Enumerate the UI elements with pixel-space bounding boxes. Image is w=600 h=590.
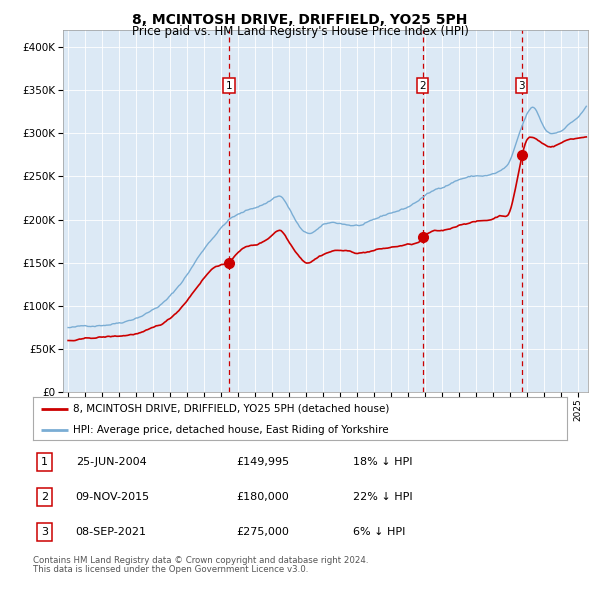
- Text: 1: 1: [226, 81, 232, 91]
- Text: 8, MCINTOSH DRIVE, DRIFFIELD, YO25 5PH (detached house): 8, MCINTOSH DRIVE, DRIFFIELD, YO25 5PH (…: [73, 404, 389, 414]
- Text: 08-SEP-2021: 08-SEP-2021: [76, 527, 147, 537]
- Text: This data is licensed under the Open Government Licence v3.0.: This data is licensed under the Open Gov…: [33, 565, 308, 574]
- Text: HPI: Average price, detached house, East Riding of Yorkshire: HPI: Average price, detached house, East…: [73, 425, 389, 435]
- Text: 3: 3: [41, 527, 48, 537]
- Text: 6% ↓ HPI: 6% ↓ HPI: [353, 527, 406, 537]
- Text: 2: 2: [419, 81, 426, 91]
- Text: £275,000: £275,000: [236, 527, 289, 537]
- Text: Contains HM Land Registry data © Crown copyright and database right 2024.: Contains HM Land Registry data © Crown c…: [33, 556, 368, 565]
- Text: £180,000: £180,000: [236, 492, 289, 502]
- Text: 18% ↓ HPI: 18% ↓ HPI: [353, 457, 413, 467]
- Text: 2: 2: [41, 492, 49, 502]
- Text: 3: 3: [518, 81, 525, 91]
- Text: 25-JUN-2004: 25-JUN-2004: [76, 457, 146, 467]
- Text: £149,995: £149,995: [236, 457, 289, 467]
- Text: 8, MCINTOSH DRIVE, DRIFFIELD, YO25 5PH: 8, MCINTOSH DRIVE, DRIFFIELD, YO25 5PH: [133, 13, 467, 27]
- Text: Price paid vs. HM Land Registry's House Price Index (HPI): Price paid vs. HM Land Registry's House …: [131, 25, 469, 38]
- Text: 1: 1: [41, 457, 48, 467]
- Text: 22% ↓ HPI: 22% ↓ HPI: [353, 492, 413, 502]
- Text: 09-NOV-2015: 09-NOV-2015: [76, 492, 150, 502]
